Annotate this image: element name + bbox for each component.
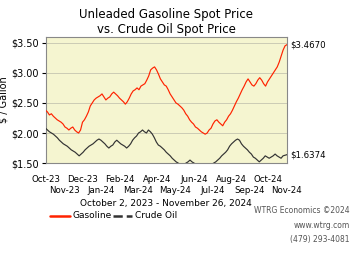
Text: Oct-23: Oct-23 [31,175,60,184]
Text: Feb-24: Feb-24 [105,175,134,184]
Text: www.wtrg.com: www.wtrg.com [294,221,350,230]
Text: Apr-24: Apr-24 [143,175,171,184]
Text: Mar-24: Mar-24 [124,186,153,195]
Text: May-24: May-24 [160,186,191,195]
Title: Unleaded Gasoline Spot Price
vs. Crude Oil Spot Price: Unleaded Gasoline Spot Price vs. Crude O… [79,8,253,36]
Text: Dec-23: Dec-23 [67,175,98,184]
Text: Jun-24: Jun-24 [180,175,208,184]
Text: $1.6374: $1.6374 [290,150,326,159]
Y-axis label: $ / Gallon: $ / Gallon [0,77,8,123]
Text: Nov-23: Nov-23 [49,186,79,195]
Text: Nov-24: Nov-24 [272,186,302,195]
Text: Aug-24: Aug-24 [216,175,247,184]
Text: Crude Oil: Crude Oil [135,211,177,220]
Text: $3.4670: $3.4670 [290,40,326,49]
Text: (479) 293-4081: (479) 293-4081 [290,235,350,244]
Text: Sep-24: Sep-24 [234,186,265,195]
Text: Oct-24: Oct-24 [254,175,283,184]
Text: Jan-24: Jan-24 [88,186,115,195]
Text: October 2, 2023 - November 26, 2024: October 2, 2023 - November 26, 2024 [80,199,252,208]
Text: WTRG Economics ©2024: WTRG Economics ©2024 [254,206,350,215]
Text: Gasoline: Gasoline [72,211,111,220]
Text: Jul-24: Jul-24 [201,186,225,195]
